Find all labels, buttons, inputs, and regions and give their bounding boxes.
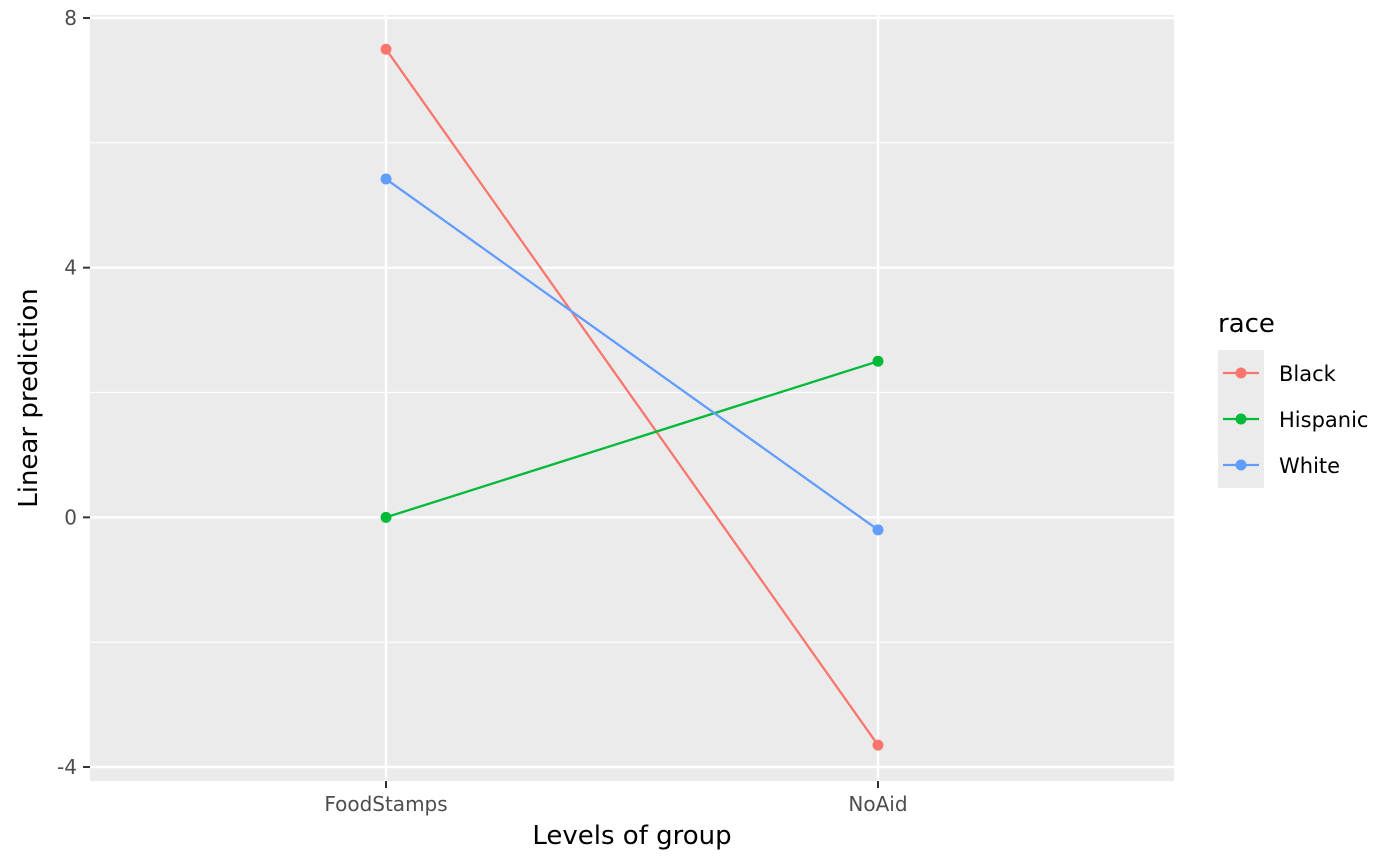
legend-item: Hispanic: [1223, 408, 1368, 432]
x-axis-title: Levels of group: [532, 821, 731, 851]
series-line: [385, 178, 879, 531]
x-tick-label: FoodStamps: [324, 792, 447, 816]
series-black: [380, 43, 884, 751]
series-layer: [380, 43, 884, 751]
data-point: [380, 511, 392, 523]
minor-gridlines: [90, 142, 1174, 643]
y-tick-label: -4: [57, 755, 77, 779]
legend-key-point: [1235, 459, 1247, 471]
legend-title: race: [1218, 309, 1275, 339]
x-tick-label: NoAid: [848, 792, 907, 816]
legend-label: White: [1279, 454, 1340, 478]
axes: -4 0 4 8 FoodStamps NoAid: [57, 6, 908, 816]
legend-key-point: [1235, 413, 1247, 425]
series-line: [385, 360, 879, 519]
series-line: [385, 48, 879, 746]
data-point: [872, 739, 884, 751]
y-tick-label: 4: [64, 256, 77, 280]
major-gridlines: [90, 15, 1174, 781]
data-point: [872, 355, 884, 367]
series-hispanic: [380, 355, 884, 523]
y-tick-label: 0: [64, 505, 77, 529]
legend-item: White: [1223, 454, 1340, 478]
data-point: [380, 43, 392, 55]
data-point: [872, 524, 884, 536]
legend-item: Black: [1223, 362, 1337, 386]
y-tick-label: 8: [64, 6, 77, 30]
legend-label: Hispanic: [1279, 408, 1368, 432]
series-white: [380, 173, 884, 536]
legend-label: Black: [1279, 362, 1337, 386]
data-point: [380, 173, 392, 185]
y-axis-title: Linear prediction: [14, 288, 44, 508]
legend-key-point: [1235, 367, 1247, 379]
legend: race Black Hispanic White: [1218, 309, 1368, 488]
